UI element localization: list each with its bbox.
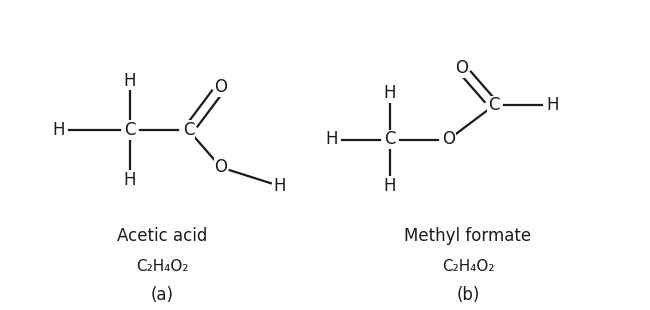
Text: H: H [124, 72, 136, 90]
Text: (b): (b) [456, 286, 480, 303]
Text: H: H [546, 96, 559, 114]
Text: H: H [273, 177, 286, 195]
Text: C₂H₄O₂: C₂H₄O₂ [442, 259, 494, 274]
Text: C: C [384, 131, 396, 148]
Text: H: H [384, 84, 396, 102]
Text: O: O [442, 131, 455, 148]
Text: H: H [384, 177, 396, 195]
Text: H: H [124, 171, 136, 189]
Text: Acetic acid: Acetic acid [117, 227, 208, 245]
Text: O: O [214, 158, 227, 176]
Text: O: O [214, 78, 227, 96]
Text: C: C [124, 121, 136, 139]
Text: H: H [325, 131, 338, 148]
Text: C: C [183, 121, 194, 139]
Text: Methyl formate: Methyl formate [404, 227, 532, 245]
Text: (a): (a) [151, 286, 174, 303]
Text: H: H [52, 121, 65, 139]
Text: O: O [455, 59, 468, 77]
Text: C: C [488, 96, 500, 114]
Text: C₂H₄O₂: C₂H₄O₂ [136, 259, 188, 274]
